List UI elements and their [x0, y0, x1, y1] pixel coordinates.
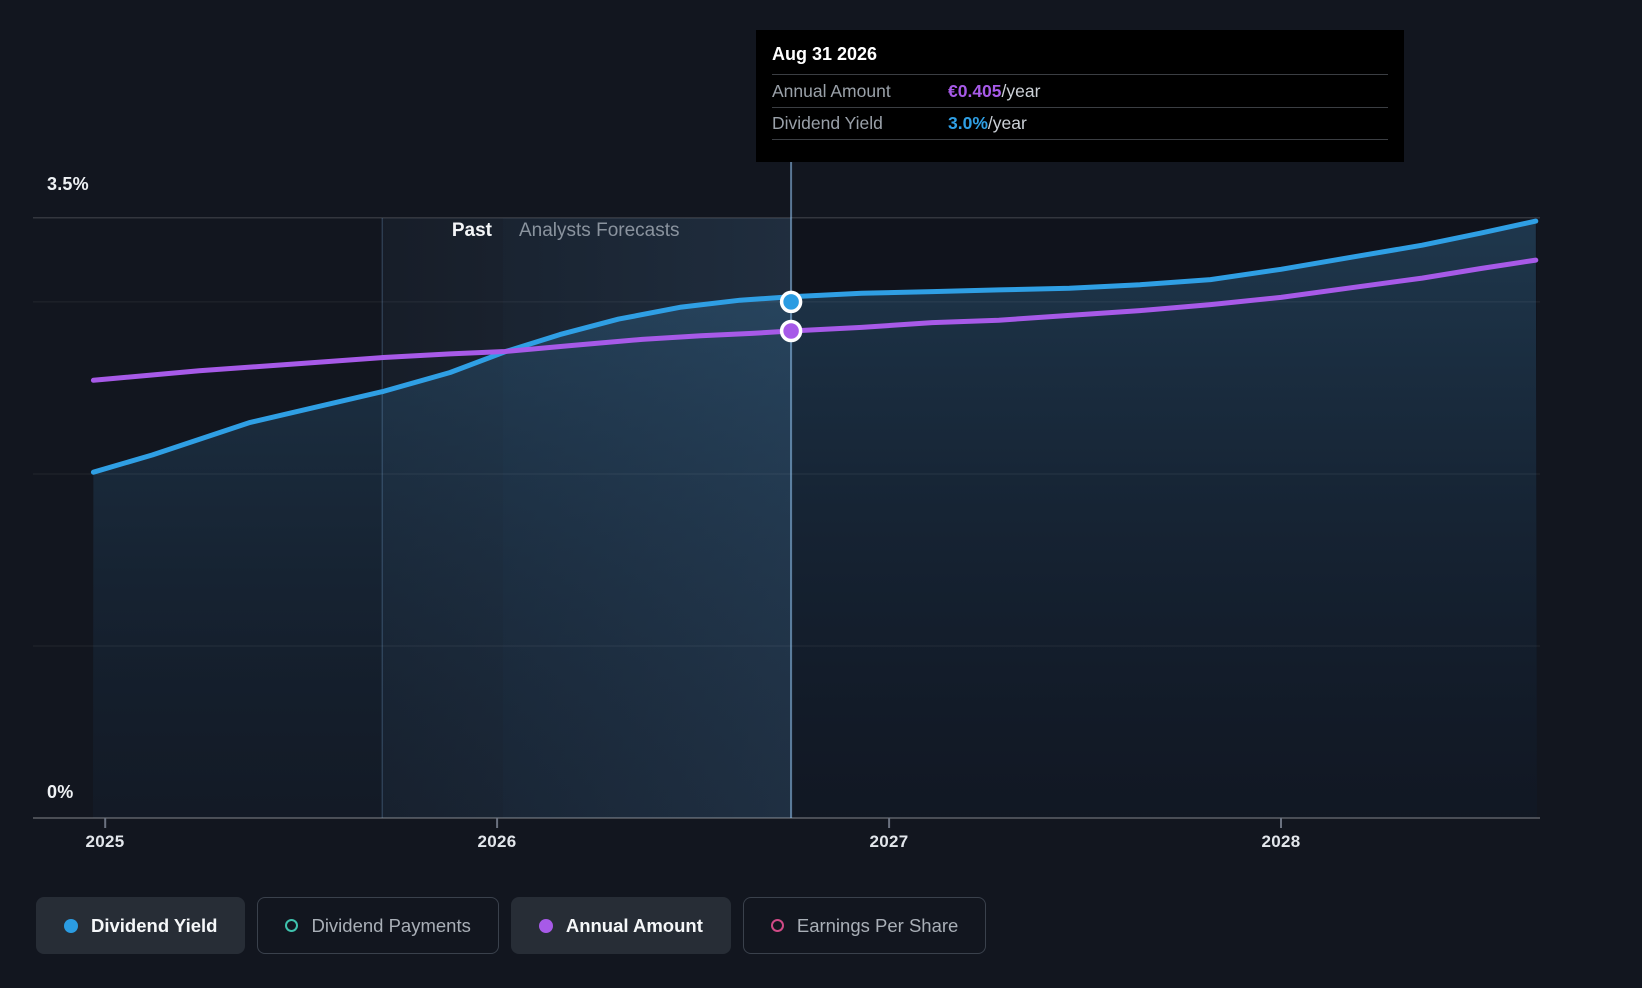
forecast-zone-label: Analysts Forecasts [519, 220, 680, 241]
annual-amount-line [90, 257, 1539, 383]
tooltip-label: Annual Amount [772, 80, 891, 101]
hover-tooltip: Aug 31 2026 Annual Amount €0.405/year Di… [756, 30, 1404, 162]
tooltip-row-dividend-yield: Dividend Yield 3.0%/year [772, 107, 1388, 140]
annual-amount-dot-icon [538, 918, 553, 933]
y-axis-max-label: 3.5% [47, 174, 89, 194]
tooltip-row-annual-amount: Annual Amount €0.405/year [772, 74, 1388, 107]
earnings-per-share-ring-icon [770, 919, 784, 932]
y-axis-min-label: 0% [47, 782, 74, 802]
annual-amount-hover-marker [779, 319, 803, 343]
x-tick-2028: 2028 [1261, 832, 1301, 851]
x-tick-2026: 2026 [477, 832, 517, 851]
tooltip-label: Dividend Yield [772, 113, 883, 133]
dividend-yield-line [90, 218, 1539, 475]
x-tick-2027: 2027 [869, 832, 909, 851]
legend-label: Annual Amount [565, 914, 703, 936]
chart-legend: Dividend Yield Dividend Payments Annual … [36, 897, 987, 954]
yield-area-fill [93, 221, 1537, 819]
legend-label: Earnings Per Share [796, 914, 959, 936]
legend-item-annual-amount[interactable]: Annual Amount [510, 897, 731, 954]
legend-label: Dividend Payments [311, 914, 471, 936]
legend-item-dividend-payments[interactable]: Dividend Payments [257, 897, 499, 954]
legend-item-dividend-yield[interactable]: Dividend Yield [36, 897, 246, 954]
dividend-yield-dot-icon [64, 918, 78, 933]
past-zone-label: Past [451, 220, 492, 241]
tooltip-value-annual-amount: €0.405/year [948, 80, 1041, 101]
dividend-payments-ring-icon [285, 919, 299, 932]
tooltip-value-dividend-yield: 3.0%/year [948, 113, 1027, 133]
legend-item-earnings-per-share[interactable]: Earnings Per Share [742, 897, 987, 954]
x-axis-ticks [104, 818, 1282, 828]
legend-label: Dividend Yield [91, 914, 218, 936]
x-tick-2025: 2025 [85, 832, 125, 851]
tooltip-date: Aug 31 2026 [772, 44, 878, 64]
dividend-yield-hover-marker [779, 290, 803, 314]
